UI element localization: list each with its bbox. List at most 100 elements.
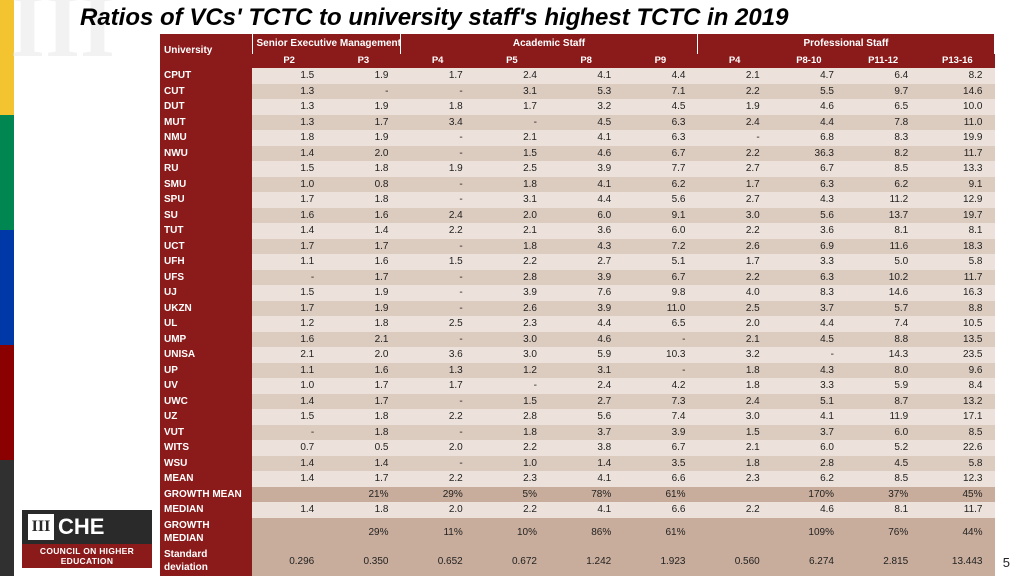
- table-row: VUT-1.8-1.83.73.91.53.76.08.5: [160, 425, 995, 441]
- cell: 6.0: [846, 425, 920, 441]
- cell: 2.1: [475, 223, 549, 239]
- cell: -: [401, 84, 475, 100]
- cell: 4.1: [549, 502, 623, 518]
- cell: 29%: [401, 487, 475, 503]
- cell: 1.7: [326, 471, 400, 487]
- cell: 3.3: [772, 378, 846, 394]
- cell: 3.7: [549, 425, 623, 441]
- cell: 4.6: [549, 146, 623, 162]
- cell: 1.7: [401, 68, 475, 84]
- cell: 6.9: [772, 239, 846, 255]
- cell: 61%: [623, 518, 697, 547]
- cell: 4.1: [549, 177, 623, 193]
- cell: 76%: [846, 518, 920, 547]
- row-label: CUT: [160, 84, 252, 100]
- row-label: MEAN: [160, 471, 252, 487]
- cell: 3.6: [549, 223, 623, 239]
- row-label: UFS: [160, 270, 252, 286]
- cell: 5.6: [772, 208, 846, 224]
- cell: 5.9: [846, 378, 920, 394]
- cell: 6.7: [772, 161, 846, 177]
- cell: 7.3: [623, 394, 697, 410]
- table-row: UCT1.71.7-1.84.37.22.66.911.618.3: [160, 239, 995, 255]
- cell: 1.5: [252, 409, 326, 425]
- cell: 7.1: [623, 84, 697, 100]
- cell: 7.7: [623, 161, 697, 177]
- table-sub-header: P2P3P4P5P8P9P4P8-10P11-12P13-16: [160, 54, 995, 69]
- cell: 6.3: [623, 130, 697, 146]
- cell: 2.2: [698, 502, 772, 518]
- cell: 1.8: [698, 363, 772, 379]
- cell: 3.4: [401, 115, 475, 131]
- cell: 4.6: [772, 99, 846, 115]
- cell: 0.5: [326, 440, 400, 456]
- cell: 7.6: [549, 285, 623, 301]
- col-p8-10: P8-10: [772, 54, 846, 69]
- cell: 3.6: [401, 347, 475, 363]
- table-row: SPU1.71.8-3.14.45.62.74.311.212.9: [160, 192, 995, 208]
- cell: -: [401, 394, 475, 410]
- cell: 6.0: [549, 208, 623, 224]
- cell: 2.4: [475, 68, 549, 84]
- cell: 3.2: [698, 347, 772, 363]
- row-label: VUT: [160, 425, 252, 441]
- table-row: UFS-1.7-2.83.96.72.26.310.211.7: [160, 270, 995, 286]
- row-label: GROWTH MEAN: [160, 487, 252, 503]
- cell: 61%: [623, 487, 697, 503]
- cell: 2.4: [549, 378, 623, 394]
- cell: 5.3: [549, 84, 623, 100]
- cell: 17.1: [920, 409, 994, 425]
- cell: -: [401, 285, 475, 301]
- cell: 8.5: [846, 471, 920, 487]
- cell: 5.8: [920, 254, 994, 270]
- cell: 1.4: [326, 456, 400, 472]
- side-stripe-red: [0, 345, 14, 460]
- cell: 1.6: [326, 208, 400, 224]
- cell: 1.5: [252, 68, 326, 84]
- cell: 5.1: [772, 394, 846, 410]
- cell: 1.4: [252, 394, 326, 410]
- cell: 3.0: [698, 208, 772, 224]
- cell: 3.1: [549, 363, 623, 379]
- col-p13-16: P13-16: [920, 54, 994, 69]
- cell: 8.8: [846, 332, 920, 348]
- cell: 3.9: [475, 285, 549, 301]
- cell: 6.7: [623, 270, 697, 286]
- cell: 1.7: [326, 394, 400, 410]
- cell: 1.2: [475, 363, 549, 379]
- cell: -: [623, 332, 697, 348]
- table-row: TUT1.41.42.22.13.66.02.23.68.18.1: [160, 223, 995, 239]
- cell: -: [326, 84, 400, 100]
- cell: 3.9: [549, 301, 623, 317]
- cell: 9.8: [623, 285, 697, 301]
- cell: 4.3: [549, 239, 623, 255]
- cell: 11%: [401, 518, 475, 547]
- table-row: UV1.01.71.7-2.44.21.83.35.98.4: [160, 378, 995, 394]
- cell: 2.2: [475, 502, 549, 518]
- side-stripe-black: [0, 460, 14, 576]
- cell: 11.7: [920, 270, 994, 286]
- cell: 2.1: [326, 332, 400, 348]
- cell: 5.5: [772, 84, 846, 100]
- cell: 1.8: [475, 425, 549, 441]
- cell: 9.1: [623, 208, 697, 224]
- cell: 4.4: [772, 316, 846, 332]
- cell: 2.2: [698, 270, 772, 286]
- cell: 1.5: [252, 161, 326, 177]
- cell: 2.6: [475, 301, 549, 317]
- cell: 9.6: [920, 363, 994, 379]
- cell: 4.3: [772, 363, 846, 379]
- cell: 6.2: [846, 177, 920, 193]
- cell: 1.9: [326, 285, 400, 301]
- cell: [698, 518, 772, 547]
- cell: 2.3: [475, 471, 549, 487]
- logo-text: CHE: [58, 514, 104, 540]
- cell: 6.3: [772, 270, 846, 286]
- cell: 11.0: [920, 115, 994, 131]
- cell: 1.6: [326, 254, 400, 270]
- cell: 6.2: [772, 471, 846, 487]
- cell: 11.2: [846, 192, 920, 208]
- cell: -: [401, 177, 475, 193]
- cell: 1.8: [252, 130, 326, 146]
- cell: 8.4: [920, 378, 994, 394]
